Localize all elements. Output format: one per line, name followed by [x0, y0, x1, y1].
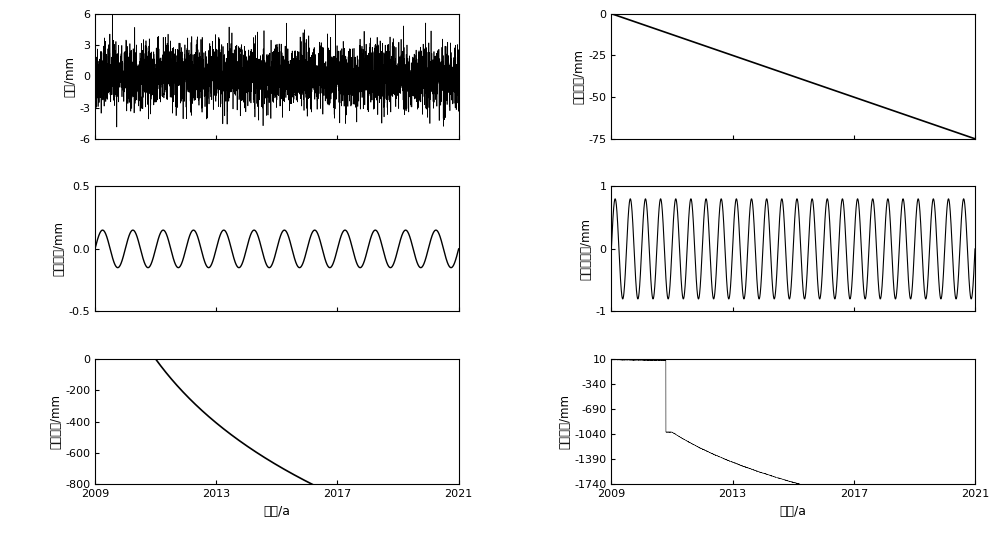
Y-axis label: 合成数据/mm: 合成数据/mm: [558, 394, 571, 449]
Y-axis label: 震后形变/mm: 震后形变/mm: [49, 394, 62, 449]
X-axis label: 时间/a: 时间/a: [263, 504, 290, 517]
X-axis label: 时间/a: 时间/a: [780, 504, 807, 517]
Y-axis label: 噪声/mm: 噪声/mm: [63, 56, 76, 97]
Y-axis label: 线性趋势/mm: 线性趋势/mm: [573, 49, 586, 104]
Y-axis label: 周年信号/mm: 周年信号/mm: [53, 222, 66, 276]
Y-axis label: 半周年信号/mm: 半周年信号/mm: [580, 218, 593, 280]
